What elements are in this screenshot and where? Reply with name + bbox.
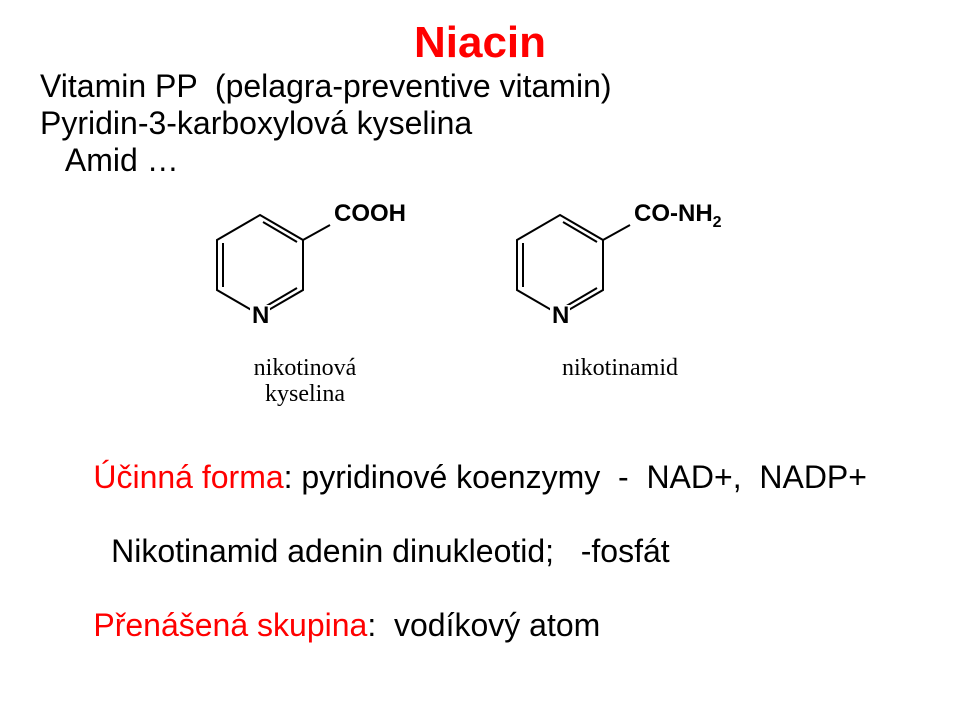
- hetero-n-right: N: [552, 302, 569, 329]
- slide-title: Niacin: [40, 18, 920, 68]
- pyridine-ring-left: COOH N: [200, 185, 410, 353]
- ucinna-forma-line: Účinná forma: pyridinové koenzymy - NAD+…: [40, 422, 920, 533]
- header-line-2: Pyridin-3-karboxylová kyselina: [40, 105, 920, 142]
- molecule-nicotinic-acid: COOH N nikotinová kyselina: [200, 185, 410, 408]
- nad-expansion-line: Nikotinamid adenin dinukleotid; -fosfát: [40, 533, 920, 570]
- caption-right: nikotinamid: [562, 355, 678, 381]
- substituent-right: CO-NH2: [634, 200, 722, 231]
- pyridine-ring-right: CO-NH2 N: [500, 185, 740, 353]
- prenasena-label: Přenášená skupina: [93, 607, 367, 643]
- kofaktor-line: Kofaktor enzymů: oxidoreduktasy: [40, 681, 920, 706]
- molecule-nicotinamide: CO-NH2 N nikotinamid: [500, 185, 740, 408]
- structures-row: COOH N nikotinová kyselina CO-NH2: [40, 185, 920, 408]
- body-block: Účinná forma: pyridinové koenzymy - NAD+…: [40, 422, 920, 706]
- substituent-left: COOH: [334, 200, 406, 227]
- header-line-amid: Amid …: [40, 142, 920, 179]
- header-line-1: Vitamin PP (pelagra-preventive vitamin): [40, 68, 920, 105]
- slide-root: Niacin Vitamin PP (pelagra-preventive vi…: [0, 0, 960, 706]
- prenasena-line: Přenášená skupina: vodíkový atom: [40, 570, 920, 681]
- ucinna-forma-label: Účinná forma: [93, 459, 283, 495]
- hetero-n-left: N: [252, 302, 269, 329]
- caption-left: nikotinová kyselina: [254, 355, 357, 408]
